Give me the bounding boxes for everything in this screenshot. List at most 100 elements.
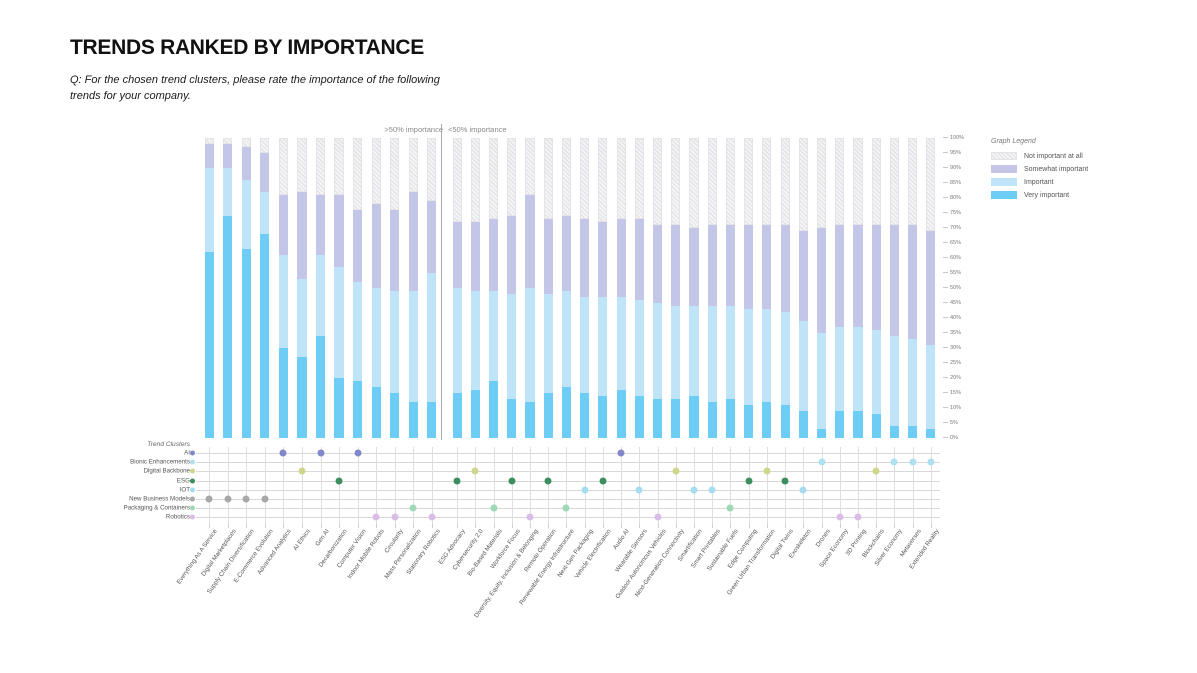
bar-5[interactable] <box>278 138 288 438</box>
cluster-dot[interactable] <box>890 458 898 466</box>
cluster-dot[interactable] <box>818 458 826 466</box>
cluster-dot[interactable] <box>654 513 662 521</box>
bar-1[interactable] <box>204 138 214 438</box>
bar-35[interactable] <box>835 138 845 438</box>
cluster-dot[interactable] <box>745 477 753 485</box>
bar-6[interactable] <box>297 138 307 438</box>
bar-32[interactable] <box>780 138 790 438</box>
bar-13[interactable] <box>427 138 437 438</box>
bar-segment-very-important <box>507 399 517 438</box>
cluster-dot[interactable] <box>279 449 287 457</box>
cluster-dot[interactable] <box>354 449 362 457</box>
cluster-dot[interactable] <box>372 513 380 521</box>
cluster-dot[interactable] <box>453 477 461 485</box>
bar-2[interactable] <box>223 138 233 438</box>
bar-22[interactable] <box>598 138 608 438</box>
bar-18[interactable] <box>525 138 535 438</box>
bar-10[interactable] <box>371 138 381 438</box>
bar-9[interactable] <box>352 138 363 438</box>
bar-40[interactable] <box>926 138 936 438</box>
bar-39[interactable] <box>908 138 918 438</box>
cluster-dot[interactable] <box>242 495 250 503</box>
bar-20[interactable] <box>561 138 572 438</box>
cluster-dot[interactable] <box>526 513 534 521</box>
cluster-dot[interactable] <box>335 477 343 485</box>
cluster-dot[interactable] <box>635 486 643 494</box>
cluster-dot[interactable] <box>205 495 213 503</box>
bar-8[interactable] <box>334 138 344 438</box>
cluster-dot[interactable] <box>508 477 516 485</box>
bar-38[interactable] <box>889 138 900 438</box>
bar-33[interactable] <box>798 138 808 438</box>
bar-25[interactable] <box>652 138 663 438</box>
bar-37[interactable] <box>871 138 881 438</box>
bar-segment-important <box>744 309 754 405</box>
bar-24[interactable] <box>634 138 644 438</box>
cluster-dot[interactable] <box>490 504 498 512</box>
cluster-dot[interactable] <box>872 467 880 475</box>
cluster-dot[interactable] <box>708 486 716 494</box>
bar-segment-somewhat-important <box>744 225 754 309</box>
cluster-grid-line <box>912 447 914 525</box>
cluster-dot[interactable] <box>763 467 771 475</box>
bar-28[interactable] <box>707 138 717 438</box>
bar-26[interactable] <box>671 138 681 438</box>
cluster-dot[interactable] <box>298 467 306 475</box>
cluster-dot[interactable] <box>909 458 917 466</box>
bar-34[interactable] <box>816 138 827 438</box>
y-tick-label: 90% <box>950 165 962 171</box>
cluster-dot[interactable] <box>799 486 807 494</box>
cluster-dot[interactable] <box>726 504 734 512</box>
bar-segment-very-important <box>334 378 344 438</box>
cluster-dot[interactable] <box>617 449 625 457</box>
bar-segment-somewhat-important <box>598 222 608 297</box>
x-tick <box>621 524 623 528</box>
bar-27[interactable] <box>689 138 699 438</box>
bar-7[interactable] <box>315 138 326 438</box>
bar-segment-somewhat-important <box>204 144 214 168</box>
bar-16[interactable] <box>488 138 499 438</box>
cluster-dot[interactable] <box>690 486 698 494</box>
bar-segment-not-important-at-all <box>507 138 517 216</box>
cluster-dot[interactable] <box>224 495 232 503</box>
cluster-dot[interactable] <box>409 504 417 512</box>
bar-3[interactable] <box>241 138 251 438</box>
cluster-dot[interactable] <box>544 477 552 485</box>
cluster-dot[interactable] <box>854 513 862 521</box>
cluster-grid-line <box>894 447 896 525</box>
cluster-row-line <box>196 471 940 473</box>
bar-17[interactable] <box>507 138 517 438</box>
bar-11[interactable] <box>390 138 400 438</box>
legend-item-4[interactable]: Very important <box>991 191 1191 199</box>
cluster-grid-line <box>821 447 823 525</box>
cluster-grid-line <box>530 447 531 525</box>
bar-segment-very-important <box>390 393 400 438</box>
cluster-dot[interactable] <box>261 495 269 503</box>
cluster-dot[interactable] <box>599 477 607 485</box>
bar-4[interactable] <box>260 138 270 438</box>
bar-36[interactable] <box>853 138 863 438</box>
cluster-dot[interactable] <box>672 467 680 475</box>
cluster-dot[interactable] <box>471 467 479 475</box>
cluster-dot[interactable] <box>428 513 436 521</box>
cluster-dot[interactable] <box>317 449 324 457</box>
legend-item-3[interactable]: Important <box>991 178 1191 186</box>
bar-15[interactable] <box>470 138 480 438</box>
cluster-dot[interactable] <box>562 504 570 512</box>
legend-item-2[interactable]: Somewhat important <box>991 165 1191 173</box>
cluster-dot[interactable] <box>581 486 589 494</box>
bar-21[interactable] <box>580 138 590 438</box>
legend-item-1[interactable]: Not important at all <box>991 152 1191 160</box>
bar-31[interactable] <box>762 138 772 438</box>
bar-12[interactable] <box>408 138 418 438</box>
cluster-dot[interactable] <box>781 477 789 485</box>
bar-19[interactable] <box>543 138 553 438</box>
cluster-dot[interactable] <box>391 513 399 521</box>
bar-29[interactable] <box>725 138 736 438</box>
bar-30[interactable] <box>744 138 754 438</box>
bar-23[interactable] <box>616 138 626 438</box>
cluster-dot[interactable] <box>836 513 844 521</box>
cluster-dot[interactable] <box>927 458 935 466</box>
bar-14[interactable] <box>452 138 462 438</box>
bar-segment-important <box>371 288 381 387</box>
